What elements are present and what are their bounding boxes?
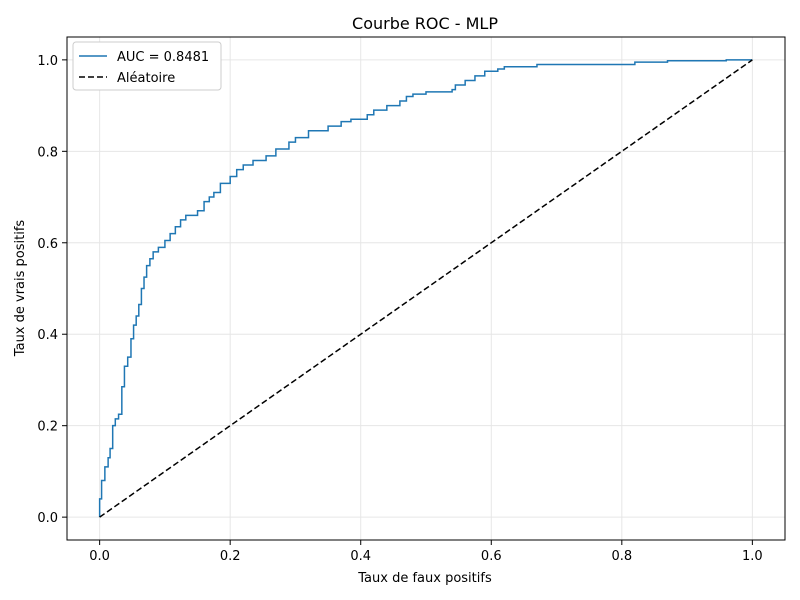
plot-frame [66, 36, 786, 541]
y-tick-label: 1.0 [37, 54, 58, 69]
x-axis-label: Taux de faux positifs [357, 571, 492, 586]
legend-box [72, 41, 222, 91]
y-tick-label: 0.8 [37, 145, 58, 160]
y-tick-label: 0.4 [37, 328, 58, 343]
y-axis-label: Taux de vrais positifs [13, 220, 28, 358]
x-tick-label: 0.4 [350, 549, 371, 564]
x-tick-label: 0.2 [220, 549, 241, 564]
random-baseline-line [99, 59, 753, 518]
legend: AUC = 0.8481 Aléatoire [72, 41, 222, 91]
y-tick-label: 0.0 [37, 511, 58, 526]
ticks: 0.0 0.2 0.4 0.6 0.8 1.0 0.0 0.2 0.4 0.6 0.8 1.0 [37, 54, 762, 564]
x-tick-label: 0.8 [611, 549, 632, 564]
legend-label-random: Aléatoire [117, 71, 175, 86]
legend-label-auc: AUC = 0.8481 [117, 50, 209, 65]
roc-curve-line [98, 59, 753, 518]
grid [67, 37, 785, 540]
y-tick-label: 0.6 [37, 237, 58, 252]
x-tick-label: 0.6 [481, 549, 502, 564]
y-tick-label: 0.2 [37, 420, 58, 435]
chart-title: Courbe ROC - MLP [352, 14, 498, 33]
x-tick-label: 1.0 [742, 549, 763, 564]
series-layer [98, 59, 753, 518]
x-tick-label: 0.0 [89, 549, 110, 564]
